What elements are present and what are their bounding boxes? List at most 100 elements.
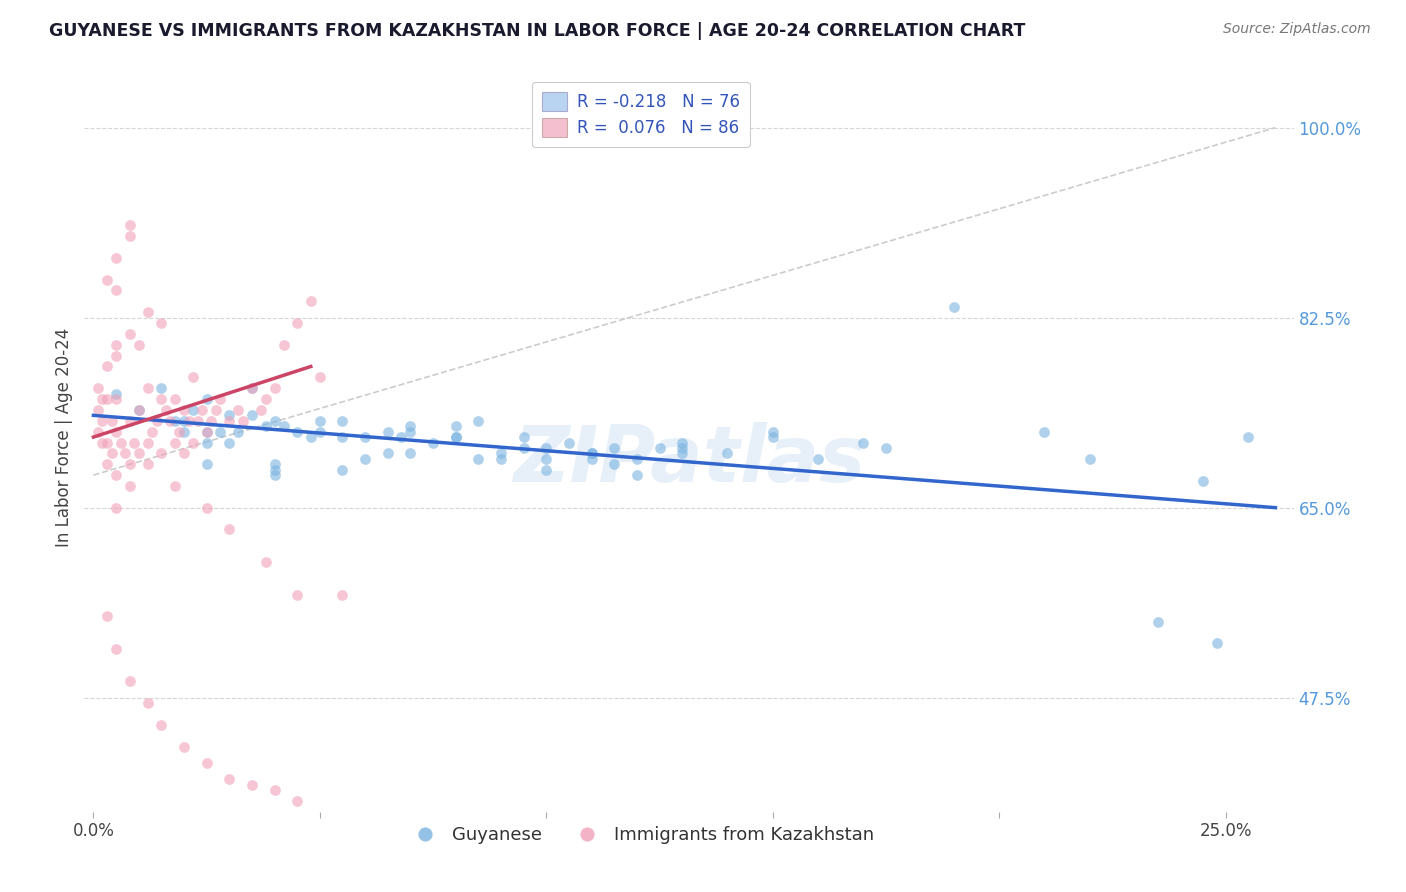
Point	[136, 305, 159, 319]
Point	[128, 338, 150, 352]
Point	[105, 468, 128, 483]
Point	[200, 414, 222, 428]
Point	[105, 284, 128, 298]
Point	[155, 403, 177, 417]
Point	[118, 229, 141, 244]
Point	[96, 272, 118, 286]
Point	[536, 441, 558, 455]
Point	[671, 435, 693, 450]
Text: GUYANESE VS IMMIGRANTS FROM KAZAKHSTAN IN LABOR FORCE | AGE 20-24 CORRELATION CH: GUYANESE VS IMMIGRANTS FROM KAZAKHSTAN I…	[49, 22, 1025, 40]
Point	[467, 414, 489, 428]
Point	[332, 430, 354, 444]
Point	[195, 425, 218, 439]
Point	[136, 696, 159, 710]
Point	[762, 430, 785, 444]
Point	[150, 446, 173, 460]
Point	[150, 718, 173, 732]
Point	[173, 403, 195, 417]
Point	[581, 446, 603, 460]
Point	[1205, 636, 1227, 650]
Point	[626, 451, 648, 466]
Point	[105, 500, 128, 515]
Point	[91, 392, 114, 406]
Point	[163, 479, 186, 493]
Point	[218, 409, 240, 423]
Point	[626, 468, 648, 483]
Point	[105, 338, 128, 352]
Point	[105, 392, 128, 406]
Point	[100, 446, 122, 460]
Point	[332, 463, 354, 477]
Point	[105, 386, 128, 401]
Point	[536, 463, 558, 477]
Point	[581, 451, 603, 466]
Point	[191, 403, 214, 417]
Point	[209, 392, 232, 406]
Point	[173, 446, 195, 460]
Point	[285, 316, 308, 330]
Point	[299, 430, 322, 444]
Point	[91, 414, 114, 428]
Point	[240, 381, 263, 395]
Point	[105, 425, 128, 439]
Point	[308, 414, 330, 428]
Point	[273, 338, 295, 352]
Point	[195, 457, 218, 471]
Point	[136, 457, 159, 471]
Point	[603, 441, 626, 455]
Point	[308, 425, 330, 439]
Point	[195, 435, 218, 450]
Point	[96, 457, 118, 471]
Point	[118, 326, 141, 341]
Point	[263, 414, 285, 428]
Point	[163, 414, 186, 428]
Point	[399, 425, 422, 439]
Point	[1146, 615, 1168, 629]
Point	[128, 446, 150, 460]
Point	[377, 446, 399, 460]
Point	[105, 251, 128, 265]
Point	[581, 446, 603, 460]
Point	[122, 435, 145, 450]
Point	[173, 414, 195, 428]
Point	[536, 451, 558, 466]
Point	[181, 435, 204, 450]
Point	[118, 414, 141, 428]
Point	[263, 381, 285, 395]
Point	[91, 435, 114, 450]
Point	[1033, 425, 1056, 439]
Point	[354, 451, 377, 466]
Point	[118, 457, 141, 471]
Point	[87, 381, 110, 395]
Point	[299, 294, 322, 309]
Point	[852, 435, 875, 450]
Point	[512, 430, 534, 444]
Point	[163, 435, 186, 450]
Point	[308, 370, 330, 384]
Point	[169, 425, 191, 439]
Point	[399, 446, 422, 460]
Point	[263, 468, 285, 483]
Text: ZIPatlas: ZIPatlas	[513, 422, 865, 498]
Point	[716, 446, 738, 460]
Point	[105, 641, 128, 656]
Text: Source: ZipAtlas.com: Source: ZipAtlas.com	[1223, 22, 1371, 37]
Point	[512, 441, 534, 455]
Point	[146, 414, 169, 428]
Point	[444, 419, 467, 434]
Point	[489, 446, 512, 460]
Point	[209, 425, 232, 439]
Point	[1192, 474, 1215, 488]
Point	[181, 403, 204, 417]
Point	[96, 435, 118, 450]
Point	[163, 392, 186, 406]
Point	[444, 430, 467, 444]
Point	[263, 457, 285, 471]
Point	[254, 419, 277, 434]
Point	[285, 425, 308, 439]
Point	[96, 359, 118, 374]
Point	[444, 430, 467, 444]
Point	[467, 451, 489, 466]
Point	[232, 414, 254, 428]
Point	[195, 425, 218, 439]
